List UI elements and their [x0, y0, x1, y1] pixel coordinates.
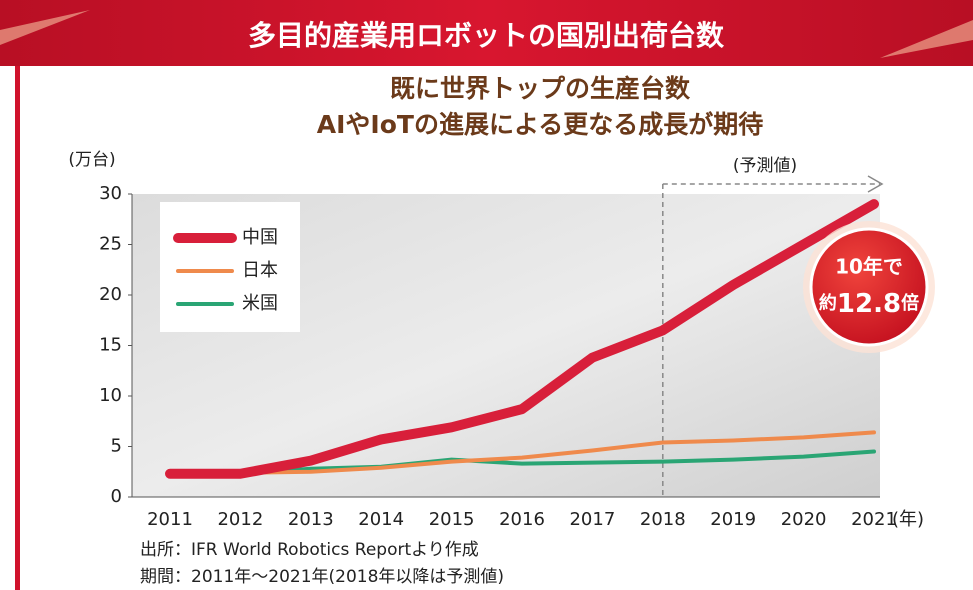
subtitle: 既に世界トップの生産台数: [390, 74, 691, 103]
x-tick-label: 2021: [851, 509, 897, 530]
x-tick-label: 2016: [499, 509, 545, 530]
x-tick-label: 2019: [710, 509, 756, 530]
x-tick-label: 2018: [640, 509, 686, 530]
legend-label: 中国: [242, 227, 278, 248]
y-tick-label: 20: [99, 284, 122, 305]
source-note: 出所：IFR World Robotics Reportより作成: [140, 540, 479, 560]
x-tick-label: 2014: [358, 509, 404, 530]
legend-label: 日本: [242, 260, 278, 281]
legend-label: 米国: [242, 293, 278, 314]
y-tick-label: 10: [99, 385, 122, 406]
legend-box: [160, 202, 300, 332]
callout-part: 倍: [901, 292, 919, 314]
callout-part: 約: [819, 292, 837, 314]
x-tick-label: 2011: [147, 509, 193, 530]
source-note: 期間：2011年〜2021年(2018年以降は予測値): [140, 567, 504, 587]
callout-circle: [811, 229, 927, 345]
y-tick-label: 25: [99, 234, 122, 255]
y-tick-label: 0: [111, 486, 122, 507]
x-tick-label: 2012: [217, 509, 263, 530]
x-tick-label: 2017: [569, 509, 615, 530]
chart: 多目的産業用ロボットの国別出荷台数 既に世界トップの生産台数 AIやIoTの進展…: [0, 0, 973, 590]
x-tick-label: 2020: [781, 509, 827, 530]
forecast-label: (予測値): [733, 156, 797, 176]
callout-text: 10年で: [835, 255, 903, 279]
x-tick-label: 2013: [288, 509, 334, 530]
chart-title: 多目的産業用ロボットの国別出荷台数: [248, 19, 725, 52]
y-tick-label: 15: [99, 335, 122, 356]
y-tick-label: 30: [99, 183, 122, 204]
side-border: [15, 66, 20, 590]
x-tick-label: 2015: [429, 509, 475, 530]
subtitle: AIやIoTの進展による更なる成長が期待: [317, 110, 763, 139]
callout-part: 12.8: [837, 289, 901, 319]
y-axis-label: (万台): [68, 150, 115, 170]
y-tick-label: 5: [111, 436, 122, 457]
